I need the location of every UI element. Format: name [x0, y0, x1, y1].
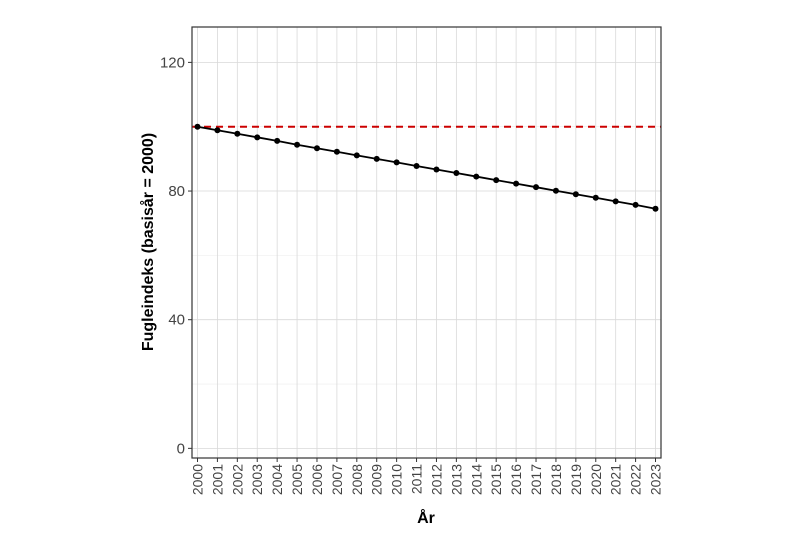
x-tick-label: 2012: [428, 464, 444, 495]
x-tick-label: 2016: [508, 464, 524, 495]
x-tick-label: 2007: [329, 464, 345, 495]
y-axis-title: Fugleindeks (basisår = 2000): [139, 133, 157, 351]
x-tick-label: 2008: [349, 464, 365, 495]
y-tick-label: 0: [177, 440, 185, 457]
series-group: [194, 123, 659, 212]
data-point: [294, 141, 301, 148]
data-point: [234, 130, 241, 137]
data-point: [612, 198, 619, 205]
data-point: [632, 201, 639, 208]
data-point: [433, 166, 440, 173]
data-point: [552, 187, 559, 194]
x-tick-label: 2019: [568, 464, 584, 495]
x-tick-label: 2015: [488, 464, 504, 495]
data-point: [413, 162, 420, 169]
x-tick-label: 2020: [588, 464, 604, 495]
x-tick-label: 2009: [369, 464, 385, 495]
y-tick-label: 40: [168, 312, 185, 329]
y-tick-label: 80: [168, 183, 185, 200]
y-tick-label: 120: [160, 54, 185, 71]
data-point: [473, 173, 480, 180]
data-point: [592, 194, 599, 201]
data-point: [373, 155, 380, 162]
data-point: [513, 180, 520, 187]
series-line: [197, 125, 656, 210]
x-tick-label: 2013: [448, 464, 464, 495]
x-tick-label: 2023: [648, 464, 664, 495]
data-point: [274, 137, 281, 144]
x-tick-label: 2017: [528, 464, 544, 495]
x-tick-label: 2010: [389, 464, 405, 495]
x-axis: 2000 2001 2002 2003 2004 2005 2006 2007 2008 2009…: [190, 458, 664, 495]
x-tick-label: 2022: [628, 464, 644, 495]
x-axis-title: År: [417, 508, 435, 527]
data-point: [393, 159, 400, 166]
data-point: [453, 170, 460, 177]
x-tick-label: 2000: [190, 464, 206, 495]
x-tick-label: 2001: [209, 464, 225, 495]
x-tick-label: 2021: [608, 464, 624, 495]
data-point: [214, 127, 221, 134]
data-point: [333, 148, 340, 155]
data-point: [493, 177, 500, 184]
data-point: [533, 184, 540, 191]
x-tick-label: 2005: [289, 464, 305, 495]
x-tick-label: 2002: [229, 464, 245, 495]
data-point: [194, 123, 201, 130]
grid-lines: [192, 27, 661, 458]
x-tick-label: 2004: [269, 464, 285, 495]
x-tick-label: 2011: [409, 464, 425, 494]
data-point: [313, 145, 320, 152]
x-tick-label: 2003: [249, 464, 265, 495]
panel-border: [191, 26, 662, 459]
data-point: [254, 134, 261, 141]
x-tick-label: 2014: [468, 464, 484, 495]
data-point: [572, 191, 579, 198]
panel-background: [192, 27, 661, 458]
data-point: [353, 152, 360, 159]
y-axis: 0 40 80 120: [160, 54, 192, 457]
x-tick-label: 2018: [548, 464, 564, 495]
x-tick-label: 2006: [309, 464, 325, 495]
data-point: [652, 205, 659, 212]
